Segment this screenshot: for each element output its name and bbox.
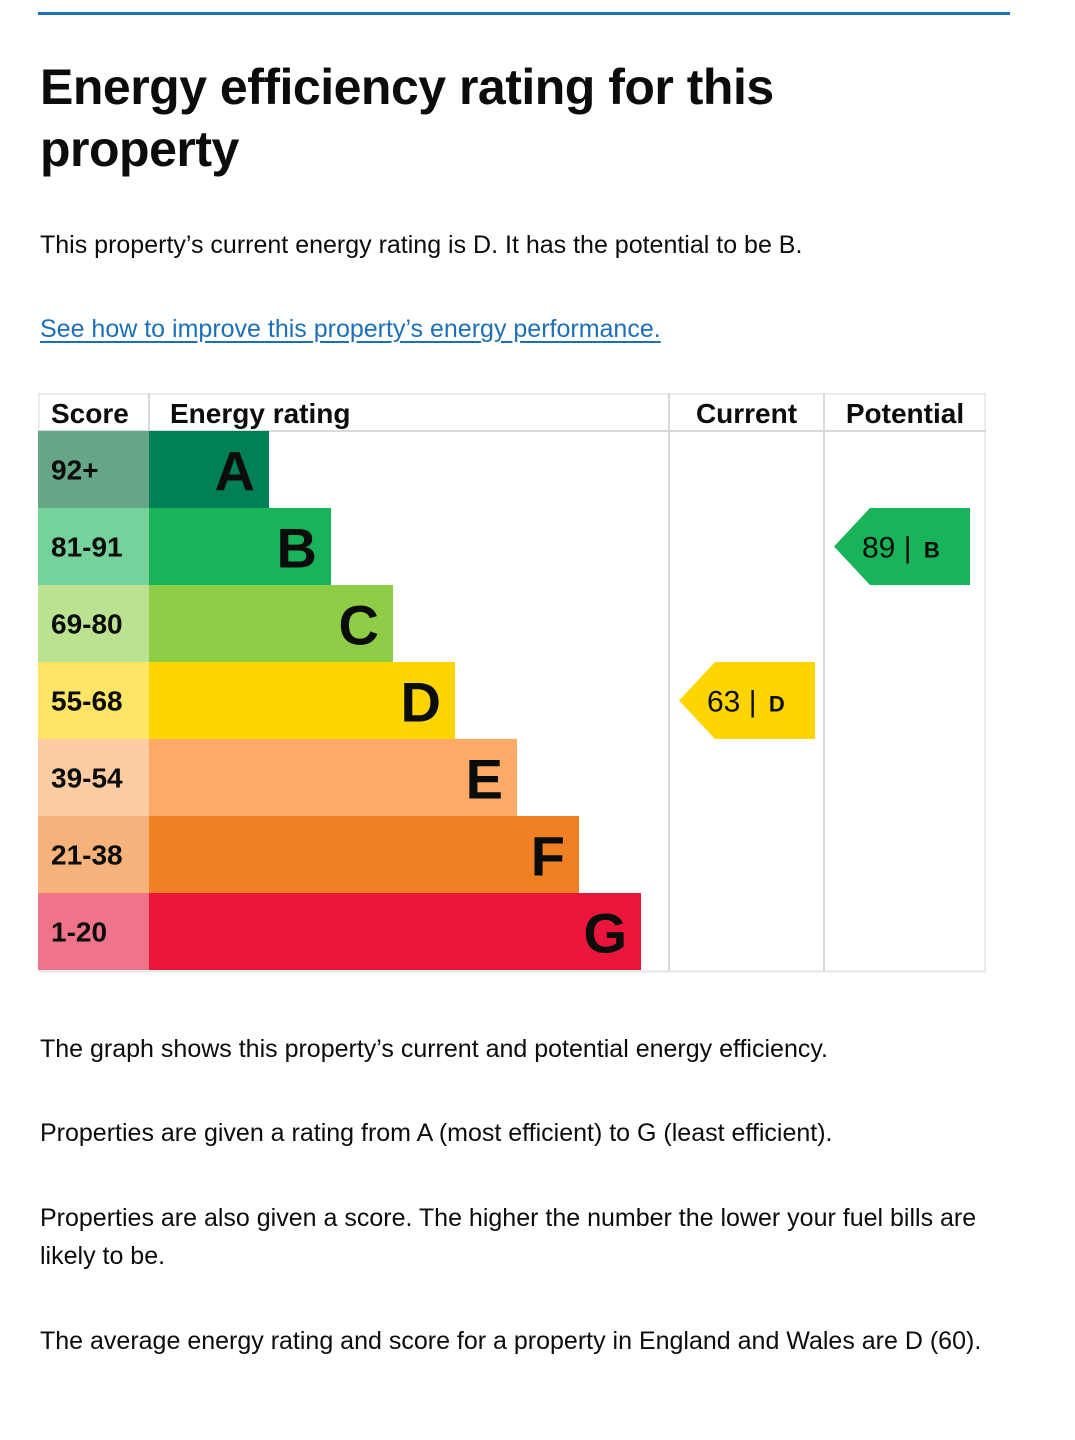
current-rating-text: This property’s current energy rating is… xyxy=(40,231,803,259)
average-rating-text: The average energy rating and score for … xyxy=(40,1327,982,1355)
score-label-f: 21-38 xyxy=(51,840,123,871)
header-potential: Potential xyxy=(846,398,964,429)
page-title: Energy efficiency rating for this proper… xyxy=(40,59,774,177)
header-energy-rating: Energy rating xyxy=(170,398,350,429)
score-cell-b xyxy=(38,508,149,585)
score-label-a: 92+ xyxy=(51,455,99,486)
rating-bar-d xyxy=(149,662,455,739)
header-score: Score xyxy=(51,398,129,429)
score-label-e: 39-54 xyxy=(51,763,123,794)
score-explanation: Properties are also given a score. The h… xyxy=(40,1204,977,1270)
current-rating-arrow xyxy=(679,662,815,739)
rating-bar-a xyxy=(149,431,269,508)
score-cell-a xyxy=(38,431,149,508)
current-rating-score-label: 63 | D xyxy=(707,686,785,719)
score-cell-c xyxy=(38,585,149,662)
rating-letter-d: D xyxy=(401,671,441,734)
header-current: Current xyxy=(696,398,797,429)
rating-bar-c xyxy=(149,585,393,662)
rating-bar-f xyxy=(149,816,579,893)
rating-bar-e xyxy=(149,739,517,816)
rating-letter-b: B xyxy=(277,517,317,580)
improve-energy-link[interactable]: See how to improve this property’s energ… xyxy=(40,315,661,343)
score-label-g: 1-20 xyxy=(51,917,107,948)
rating-letter-a: A xyxy=(215,440,255,503)
score-cell-f xyxy=(38,816,149,893)
rating-explanation: Properties are given a rating from A (mo… xyxy=(40,1119,833,1147)
score-label-d: 55-68 xyxy=(51,686,123,717)
rating-letter-f: F xyxy=(531,825,565,888)
rating-letter-c: C xyxy=(339,594,379,657)
graph-explanation: The graph shows this property’s current … xyxy=(40,1035,828,1063)
top-rule xyxy=(38,12,1010,15)
rating-letter-g: G xyxy=(583,902,627,965)
rating-bar-b xyxy=(149,508,331,585)
score-cell-d xyxy=(38,662,149,739)
potential-rating-score-label: 89 | B xyxy=(862,532,940,565)
rating-bar-g xyxy=(149,893,641,970)
energy-rating-graph: Score Energy rating Current Potential 92+ A 81… xyxy=(38,393,986,973)
energy-rating-chart: Score Energy rating Current Potential 92+ A 81… xyxy=(38,393,986,973)
potential-rating-arrow xyxy=(834,508,970,585)
score-cell-e xyxy=(38,739,149,816)
score-label-b: 81-91 xyxy=(51,532,123,563)
score-label-c: 69-80 xyxy=(51,609,123,640)
score-cell-g xyxy=(38,893,149,970)
rating-letter-e: E xyxy=(466,748,503,811)
